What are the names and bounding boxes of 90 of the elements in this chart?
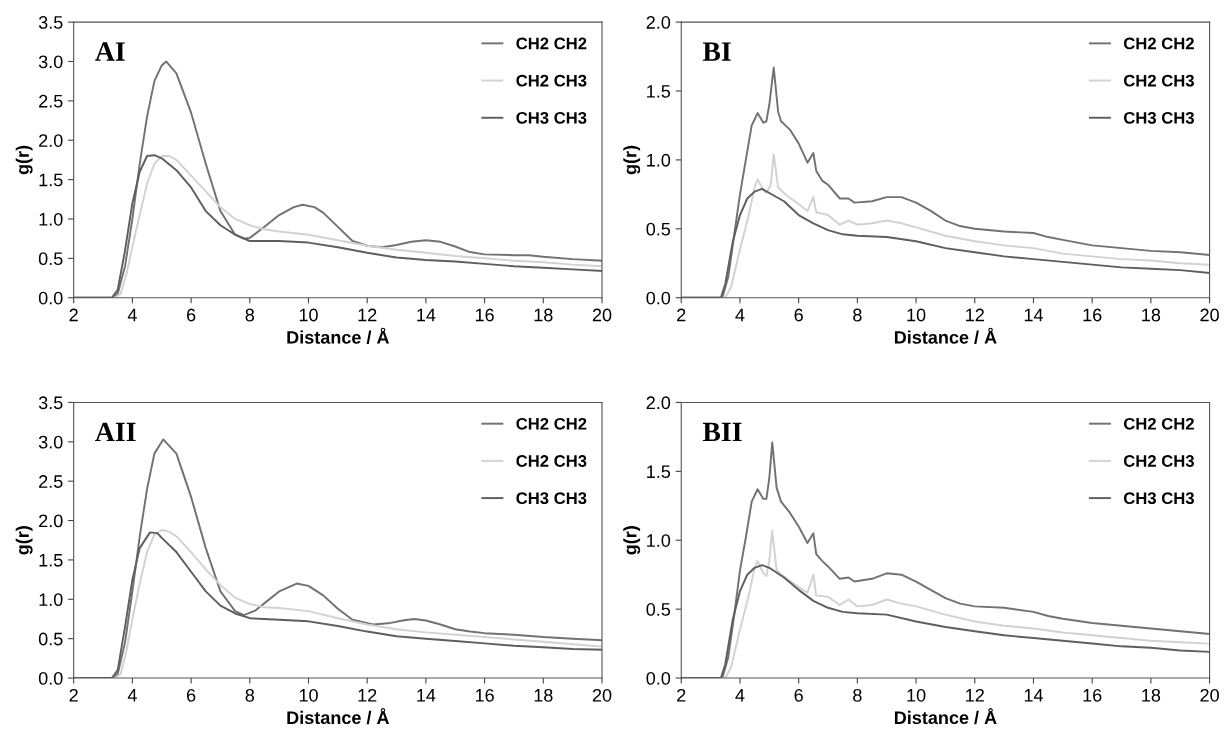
y-tick-label: 1.0 [39,593,63,607]
legend-label: CH2 CH2 [1123,37,1194,50]
x-tick-label: 18 [1142,308,1161,322]
y-tick-label: 0.0 [646,671,671,685]
y-tick-label: 0.0 [646,291,671,305]
x-tick-label: 16 [1083,688,1102,702]
x-tick-label: 4 [127,689,137,702]
x-axis-title: Distance / Å [287,327,390,344]
legend-label: CH2 CH3 [1123,74,1194,87]
x-tick-label: 2 [677,688,686,702]
x-tick-label: 6 [794,308,803,322]
y-tick-label: 1.0 [647,534,671,547]
x-tick-label: 20 [592,308,612,322]
y-tick-label: 2.5 [39,94,63,108]
legend-label: CH3 CH3 [1123,111,1194,124]
y-tick-label: 0.5 [646,603,671,616]
y-tick-label: 1.5 [647,465,671,479]
x-tick-label: 14 [417,308,436,322]
x-tick-label: 2 [69,688,78,702]
x-tick-label: 16 [1083,308,1102,322]
y-tick-label: 0.5 [38,632,63,646]
x-axis-title: Distance / Å [894,707,997,725]
x-tick-label: 12 [358,308,377,322]
legend-label: CH2 CH2 [1123,417,1194,430]
x-tick-label: 16 [475,308,494,322]
text: AI [95,42,125,61]
y-tick-label: 2.0 [646,16,671,29]
y-axis-title: g(r) [15,526,33,555]
y-tick-label: 2.5 [39,475,63,488]
y-axis-title: g(r) [623,526,641,555]
x-tick-label: 4 [127,308,137,322]
x-tick-label: 18 [1142,688,1161,702]
y-tick-label: 0.0 [38,671,63,685]
y-tick-label: 3.5 [38,16,63,29]
x-tick-label: 14 [417,689,436,702]
x-tick-label: 12 [358,688,377,702]
legend-label: CH2 CH2 [516,37,587,50]
x-tick-label: 18 [534,688,553,702]
x-tick-label: 18 [534,308,553,322]
legend-label: CH2 CH3 [1123,455,1194,467]
y-tick-label: 3.0 [38,435,63,449]
y-tick-label: 2.0 [39,134,63,147]
y-tick-label: 0.0 [38,291,63,305]
x-tick-label: 14 [1024,689,1043,702]
x-tick-label: 16 [475,688,494,702]
x-tick-label: 10 [299,688,318,702]
x-tick-label: 2 [677,308,686,322]
legend-label: CH3 CH3 [516,492,587,505]
x-tick-label: 6 [186,688,196,702]
x-tick-label: 2 [69,308,78,322]
x-tick-label: 6 [186,308,196,322]
text: BI [702,42,731,61]
x-tick-label: 8 [853,308,862,322]
y-axis-title: g(r) [15,145,33,175]
legend-label: CH2 CH2 [516,417,587,430]
x-tick-label: 8 [245,688,255,702]
x-tick-label: 4 [735,689,745,702]
x-tick-label: 12 [966,308,984,322]
legend-label: CH2 CH3 [516,74,587,87]
y-tick-label: 2.0 [39,514,63,528]
x-tick-label: 8 [245,308,255,322]
legend-label: CH3 CH3 [1123,492,1194,505]
x-axis-title: Distance / Å [287,707,390,725]
y-tick-label: 0.5 [38,252,63,266]
x-tick-label: 8 [853,688,862,702]
x-tick-label: 6 [794,688,803,702]
legend-label: CH3 CH3 [516,111,587,124]
y-tick-label: 3.0 [38,55,63,69]
x-tick-label: 12 [966,688,984,702]
y-tick-label: 0.5 [646,222,671,236]
y-tick-label: 1.0 [647,153,671,167]
x-tick-label: 20 [1200,688,1219,702]
x-tick-label: 14 [1024,308,1043,322]
y-tick-label: 1.5 [647,85,671,98]
x-tick-label: 10 [907,308,926,322]
y-tick-label: 1.5 [39,554,63,567]
x-tick-label: 20 [592,688,612,702]
y-tick-label: 2.0 [646,396,671,410]
y-tick-label: 3.5 [38,396,63,410]
y-tick-label: 1.0 [39,212,63,226]
text: AII [95,422,136,442]
x-tick-label: 20 [1200,308,1219,322]
x-tick-label: 4 [735,308,745,322]
y-tick-label: 1.5 [39,173,63,187]
x-axis-title: Distance / Å [894,327,997,344]
legend-label: CH2 CH3 [516,455,587,467]
x-tick-label: 10 [907,688,926,702]
x-tick-label: 10 [299,308,318,322]
y-axis-title: g(r) [623,145,641,175]
text: BII [702,422,742,442]
